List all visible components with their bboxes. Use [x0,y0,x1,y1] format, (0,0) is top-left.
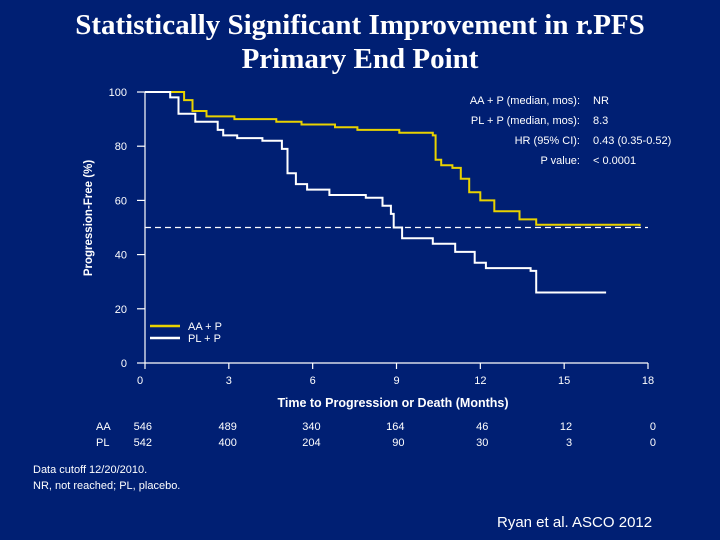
legend-label: AA + P [188,321,222,333]
risk-cell: 546 [133,421,152,433]
y-axis-label: Progression-Free (%) [83,160,95,276]
x-tick-label: 15 [558,375,570,387]
stat-value: 8.3 [593,115,608,127]
x-tick-label: 9 [393,375,399,387]
legend-label: PL + P [188,333,221,345]
chart-series [145,91,648,294]
risk-cell: 90 [392,437,405,449]
x-tick-label: 12 [474,375,486,387]
risk-cell: 30 [476,437,489,449]
x-tick-label: 18 [642,375,654,387]
risk-cell: 164 [386,421,405,433]
series-line-aa-p [145,91,641,227]
risk-cell: 0 [649,421,656,433]
risk-cell: 3 [566,437,573,449]
series-line-pl-p [145,91,607,294]
y-tick-label: 80 [115,141,127,153]
chart-title: Statistically Significant Improvement in… [0,8,720,76]
chart-axes: 0 20 40 60 80 100 0 3 6 9 12 15 18 [109,87,654,387]
risk-row-label: AA [96,421,111,433]
x-axis-label: Time to Progression or Death (Months) [277,396,508,410]
risk-cell: 542 [133,437,152,449]
y-tick-label: 20 [115,304,127,316]
risk-cell: 12 [559,421,573,433]
y-tick-label: 60 [115,195,127,207]
risk-cell: 340 [302,421,321,433]
stat-label: P value: [540,155,580,167]
chart-title-line-1: Statistically Significant Improvement in… [75,9,645,41]
y-tick-label: 40 [115,250,127,262]
y-tick-label: 0 [121,358,127,370]
chart-legend: AA + PPL + P [150,321,222,345]
risk-cell: 489 [218,421,237,433]
risk-cell: 204 [302,437,321,449]
stat-value: < 0.0001 [593,155,636,167]
x-tick-label: 3 [226,375,232,387]
stat-label: HR (95% CI): [515,135,580,147]
footnote-line-2: NR, not reached; PL, placebo. [33,480,181,492]
chart-stats-box: AA + P (median, mos): NR PL + P (median, m… [470,95,671,167]
stat-value: NR [593,95,609,107]
risk-cell: 0 [649,437,656,449]
stat-value: 0.43 (0.35-0.52) [593,135,671,147]
stat-label: AA + P (median, mos): [470,95,580,107]
risk-row-label: PL [96,437,110,449]
risk-cell: 46 [476,421,489,433]
y-tick-label: 100 [109,87,127,99]
risk-cell: 400 [218,437,237,449]
footnote-line-1: Data cutoff 12/20/2010. [33,464,148,476]
x-tick-label: 6 [310,375,316,387]
chart-title-line-2: Primary End Point [241,43,479,75]
footnote: Data cutoff 12/20/2010. NR, not reached;… [33,462,180,494]
citation: Ryan et al. ASCO 2012 [497,514,653,531]
stat-label: PL + P (median, mos): [471,115,580,127]
x-tick-label: 0 [137,375,143,387]
